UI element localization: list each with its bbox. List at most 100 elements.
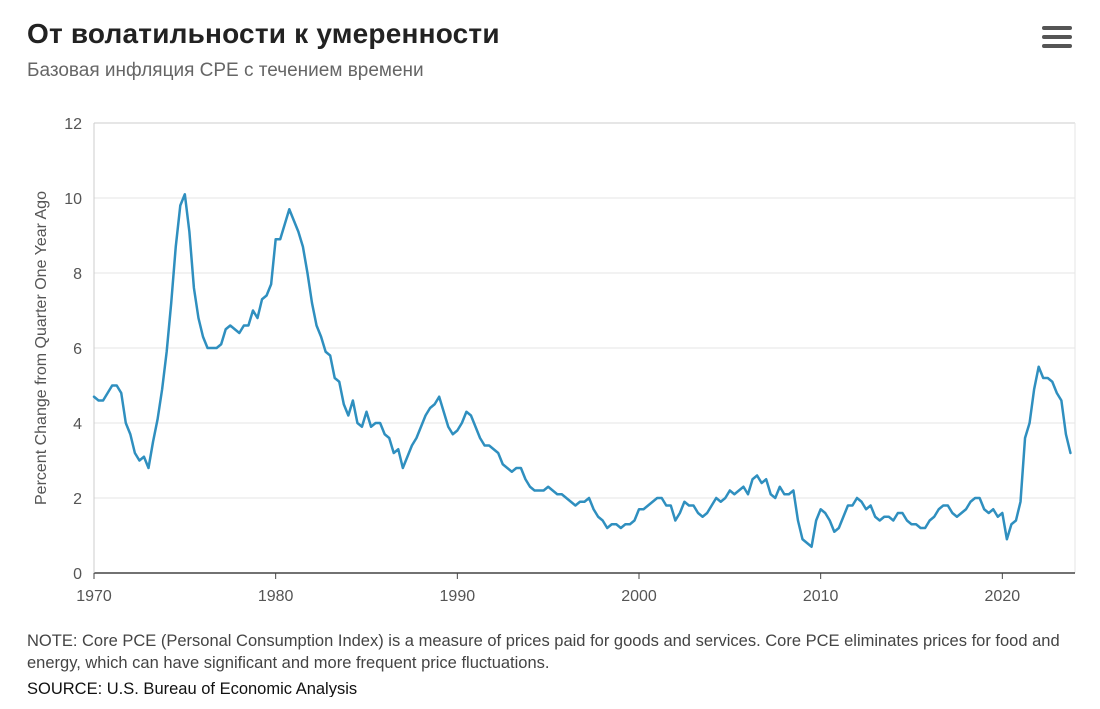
y-tick-label: 2 xyxy=(73,491,82,508)
y-tick-label: 12 xyxy=(64,116,82,133)
data-point xyxy=(334,377,335,378)
data-point xyxy=(552,490,553,491)
data-point xyxy=(330,355,331,356)
data-point xyxy=(370,426,371,427)
data-point xyxy=(588,497,589,498)
data-point xyxy=(166,351,167,352)
data-point xyxy=(779,486,780,487)
data-point xyxy=(516,467,517,468)
data-point xyxy=(902,512,903,513)
chart-title: От волатильности к умеренности xyxy=(27,18,500,49)
data-point xyxy=(984,509,985,510)
data-point xyxy=(302,246,303,247)
data-point xyxy=(407,456,408,457)
line-chart: 0 2 4 6 8 10 12 1970 1980 1990 2000 2010 2020 Perce… xyxy=(33,116,1076,605)
data-point xyxy=(925,527,926,528)
x-axis: 1970 1980 1990 2000 2010 2020 xyxy=(76,572,1075,605)
data-point xyxy=(507,467,508,468)
data-point xyxy=(112,385,113,386)
data-point xyxy=(607,527,608,528)
data-point xyxy=(598,516,599,517)
data-point xyxy=(988,512,989,513)
y-axis-tick-labels: 0 2 4 6 8 10 12 xyxy=(64,116,82,583)
data-point xyxy=(402,467,403,468)
data-point xyxy=(788,494,789,495)
data-point xyxy=(1006,539,1007,540)
data-point xyxy=(207,347,208,348)
data-point xyxy=(1061,400,1062,401)
data-point xyxy=(657,497,658,498)
data-point xyxy=(961,512,962,513)
data-point xyxy=(865,509,866,510)
data-point xyxy=(720,501,721,502)
data-point xyxy=(725,497,726,498)
data-point xyxy=(171,302,172,303)
data-point xyxy=(602,520,603,521)
data-point xyxy=(243,325,244,326)
chart-note: NOTE: Core PCE (Personal Consumption Ind… xyxy=(27,632,1060,672)
hamburger-menu-icon[interactable] xyxy=(1040,26,1074,54)
data-point xyxy=(938,509,939,510)
data-point xyxy=(974,497,975,498)
data-point xyxy=(934,516,935,517)
data-point xyxy=(366,411,367,412)
x-tick-label: 1990 xyxy=(440,588,476,605)
data-point xyxy=(457,430,458,431)
data-point xyxy=(484,445,485,446)
data-point xyxy=(443,411,444,412)
data-point xyxy=(1002,512,1003,513)
data-point xyxy=(234,329,235,330)
data-point xyxy=(666,505,667,506)
data-point xyxy=(620,527,621,528)
data-point xyxy=(670,505,671,506)
y-tick-label: 10 xyxy=(64,191,82,208)
data-point xyxy=(289,209,290,210)
x-tick-label: 1980 xyxy=(258,588,294,605)
data-point xyxy=(743,486,744,487)
data-point xyxy=(688,505,689,506)
data-point xyxy=(611,524,612,525)
data-point xyxy=(584,501,585,502)
data-point xyxy=(389,437,390,438)
data-point xyxy=(729,490,730,491)
data-point xyxy=(230,325,231,326)
data-point xyxy=(879,520,880,521)
data-point xyxy=(897,512,898,513)
data-point xyxy=(261,299,262,300)
data-point xyxy=(1020,501,1021,502)
data-point xyxy=(198,317,199,318)
data-point xyxy=(693,505,694,506)
data-point xyxy=(579,501,580,502)
data-point xyxy=(711,505,712,506)
data-point xyxy=(298,231,299,232)
data-point xyxy=(93,396,94,397)
data-point xyxy=(970,501,971,502)
data-point xyxy=(1029,422,1030,423)
data-point xyxy=(361,426,362,427)
data-point xyxy=(811,546,812,547)
data-point xyxy=(761,482,762,483)
data-point xyxy=(643,509,644,510)
data-point xyxy=(284,224,285,225)
data-point xyxy=(570,501,571,502)
data-point xyxy=(616,524,617,525)
data-point xyxy=(452,434,453,435)
data-point xyxy=(125,422,126,423)
data-point xyxy=(134,452,135,453)
data-point xyxy=(121,392,122,393)
data-point xyxy=(534,490,535,491)
data-point xyxy=(525,479,526,480)
data-point xyxy=(275,239,276,240)
data-point xyxy=(793,490,794,491)
x-tick-label: 2020 xyxy=(985,588,1021,605)
menu-bar xyxy=(1042,35,1072,39)
data-point xyxy=(870,505,871,506)
data-point xyxy=(102,400,103,401)
data-point xyxy=(647,505,648,506)
data-point xyxy=(802,539,803,540)
data-point xyxy=(520,467,521,468)
data-point xyxy=(320,336,321,337)
data-point xyxy=(1056,392,1057,393)
data-point xyxy=(1047,377,1048,378)
data-point xyxy=(1011,524,1012,525)
